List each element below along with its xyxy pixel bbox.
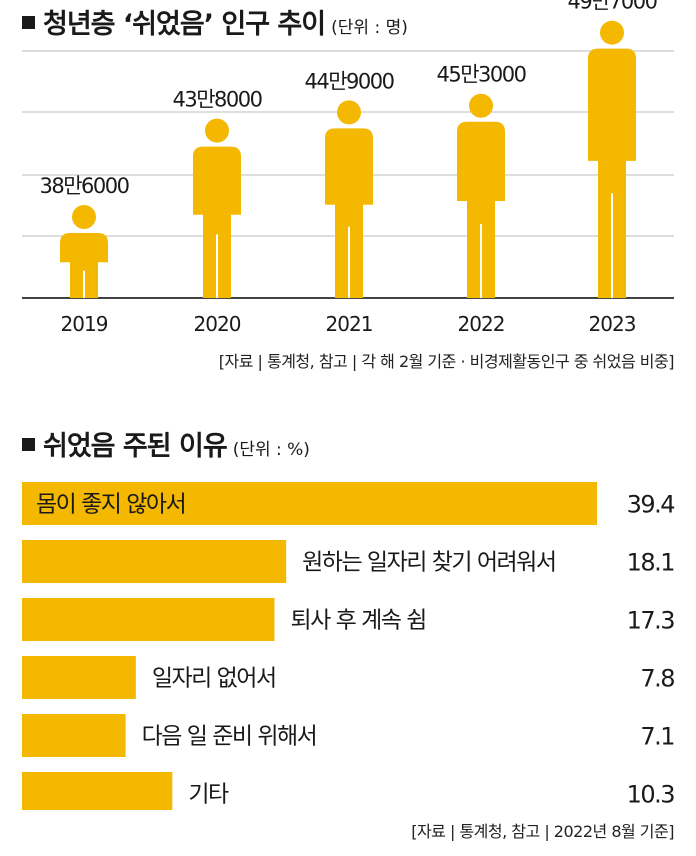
square-bullet-icon xyxy=(22,438,35,451)
chart1-population-trend: 38만6000 2019 43만8000 2020 44만9000 2021 45만3000… xyxy=(22,0,674,336)
person-head-icon xyxy=(469,93,493,118)
value-label: 39.4 xyxy=(627,491,675,519)
chart2-reasons: 몸이 좋지 않아서 39.4 원하는 일자리 찾기 어려워서 18.1 퇴사 후 계속 … xyxy=(22,482,676,810)
chart2-source: [자료 | 통계청, 참고 | 2022년 8월 기준] xyxy=(411,822,674,841)
bar-5 xyxy=(22,714,126,757)
bar-4 xyxy=(22,656,136,699)
data-label: 45만3000 xyxy=(437,63,526,87)
person-bar-2023 xyxy=(588,20,636,299)
x-tick-label: 2023 xyxy=(589,312,636,336)
value-label: 17.3 xyxy=(627,607,675,635)
person-bar-2021 xyxy=(325,100,373,298)
data-label: 43만8000 xyxy=(173,88,262,112)
x-tick-label: 2021 xyxy=(326,312,373,336)
category-label: 몸이 좋지 않아서 xyxy=(36,492,185,518)
data-label: 38만6000 xyxy=(40,174,129,198)
category-label: 기타 xyxy=(188,782,229,808)
chart1-title-text: 청년층 ‘쉬었음’ 인구 추이 xyxy=(43,9,326,40)
person-body-icon xyxy=(60,233,108,298)
chart2-title: 쉬었음 주된 이유 (단위 : %) xyxy=(22,424,310,463)
x-tick-label: 2022 xyxy=(458,312,505,336)
square-bullet-icon xyxy=(22,16,35,29)
bar-1 xyxy=(22,482,597,525)
category-label: 퇴사 후 계속 쉼 xyxy=(290,608,425,634)
value-label: 10.3 xyxy=(627,781,675,809)
person-head-icon xyxy=(72,205,96,229)
value-label: 7.1 xyxy=(640,723,674,751)
data-label: 49만7000 xyxy=(568,0,657,14)
person-body-icon xyxy=(588,48,636,299)
bar-3 xyxy=(22,598,275,641)
category-label: 원하는 일자리 찾기 어려워서 xyxy=(302,550,555,576)
person-bar-2020 xyxy=(193,118,241,298)
person-body-icon xyxy=(193,146,241,298)
person-bar-2022 xyxy=(457,93,505,298)
person-body-icon xyxy=(457,121,505,298)
x-tick-label: 2020 xyxy=(194,312,241,336)
person-bar-2019 xyxy=(60,205,108,298)
chart1-source: [자료 | 통계청, 참고 | 각 해 2월 기준 · 비경제활동인구 중 쉬었… xyxy=(218,352,675,371)
chart2-title-text: 쉬었음 주된 이유 xyxy=(43,431,228,462)
person-head-icon xyxy=(337,100,361,125)
person-head-icon xyxy=(205,118,229,143)
category-label: 일자리 없어서 xyxy=(152,666,276,692)
data-label: 44만9000 xyxy=(305,69,394,93)
chart2-unit: (단위 : %) xyxy=(232,440,310,460)
bar-2 xyxy=(22,540,287,583)
chart1-unit: (단위 : 명) xyxy=(331,18,408,38)
value-label: 7.8 xyxy=(640,665,674,693)
chart1-title: 청년층 ‘쉬었음’ 인구 추이 (단위 : 명) xyxy=(22,2,408,41)
bar-6 xyxy=(22,772,173,810)
category-label: 다음 일 준비 위해서 xyxy=(142,724,317,750)
person-body-icon xyxy=(325,128,373,298)
value-label: 18.1 xyxy=(627,549,675,577)
person-head-icon xyxy=(600,20,624,45)
x-tick-label: 2019 xyxy=(61,312,108,336)
